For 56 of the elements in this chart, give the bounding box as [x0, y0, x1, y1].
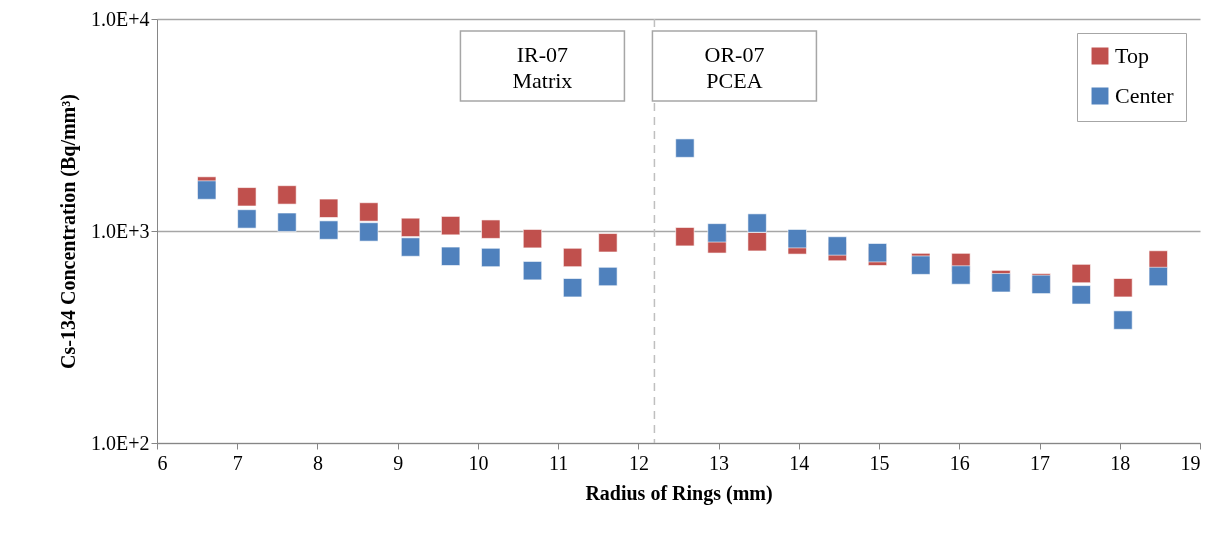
point	[237, 187, 257, 207]
x-tick-label: 19	[1180, 451, 1201, 474]
point	[401, 237, 421, 257]
point	[277, 212, 297, 232]
y-axis-title: Cs-134 Concentration (Bq/mm³)	[57, 94, 80, 369]
x-tick-label: 13	[709, 451, 730, 474]
point	[237, 209, 257, 229]
point	[319, 220, 339, 240]
legend-label: Center	[1115, 83, 1175, 108]
y-tick-label: 1.0E+3	[91, 219, 150, 242]
point	[441, 216, 461, 236]
point	[563, 278, 583, 298]
point	[1071, 285, 1091, 305]
x-tick-label: 18	[1110, 451, 1131, 474]
point	[277, 185, 297, 205]
x-tick-label: 6	[157, 451, 168, 474]
annotation: OR-07 PCEA	[704, 42, 765, 93]
x-tick-label: 15	[869, 451, 890, 474]
point	[1148, 266, 1168, 287]
x-axis-title: Radius of Rings (mm)	[585, 481, 773, 505]
point	[522, 229, 542, 249]
point	[675, 138, 695, 158]
x-tick-label: 10	[468, 451, 489, 474]
y-tick-label: 1.0E+4	[91, 7, 150, 30]
point	[319, 198, 339, 218]
point	[1113, 310, 1133, 330]
point	[747, 213, 767, 233]
x-tick-label: 11	[549, 451, 569, 474]
point	[359, 202, 379, 222]
point	[481, 219, 501, 239]
point	[1113, 278, 1133, 298]
point	[401, 217, 421, 237]
x-tick-label: 14	[789, 451, 810, 474]
x-tick-label: 17	[1030, 451, 1051, 474]
point	[481, 247, 501, 268]
point	[747, 232, 767, 252]
x-tick-label: 12	[628, 451, 649, 474]
point	[707, 223, 727, 243]
x-tick-label: 9	[393, 451, 404, 474]
point	[787, 229, 807, 249]
point	[598, 233, 618, 253]
point	[359, 222, 379, 242]
point	[522, 261, 542, 281]
y-tick-label: 1.0E+2	[91, 431, 150, 454]
legend-label: Top	[1115, 43, 1149, 68]
point	[441, 246, 461, 266]
point	[598, 266, 618, 287]
annotation: IR-07 Matrix	[512, 42, 573, 93]
point	[951, 265, 971, 285]
point	[563, 247, 583, 268]
point	[827, 236, 847, 256]
point	[1071, 264, 1091, 284]
point	[675, 227, 695, 247]
x-tick-label: 7	[232, 451, 243, 474]
x-tick-label: 16	[949, 451, 970, 474]
x-tick-label: 8	[312, 451, 323, 474]
